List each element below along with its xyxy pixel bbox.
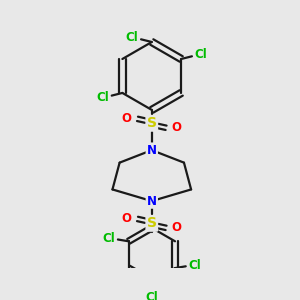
Text: O: O: [172, 121, 182, 134]
Text: Cl: Cl: [188, 259, 201, 272]
Text: N: N: [147, 195, 157, 208]
Text: Cl: Cl: [103, 232, 115, 245]
Text: N: N: [147, 144, 157, 157]
Text: Cl: Cl: [96, 91, 109, 104]
Text: S: S: [147, 116, 157, 130]
Text: O: O: [172, 221, 182, 234]
Text: S: S: [147, 216, 157, 230]
Text: Cl: Cl: [194, 48, 207, 61]
Text: Cl: Cl: [146, 291, 158, 300]
Text: Cl: Cl: [126, 31, 139, 44]
Text: O: O: [122, 112, 132, 125]
Text: O: O: [122, 212, 132, 225]
